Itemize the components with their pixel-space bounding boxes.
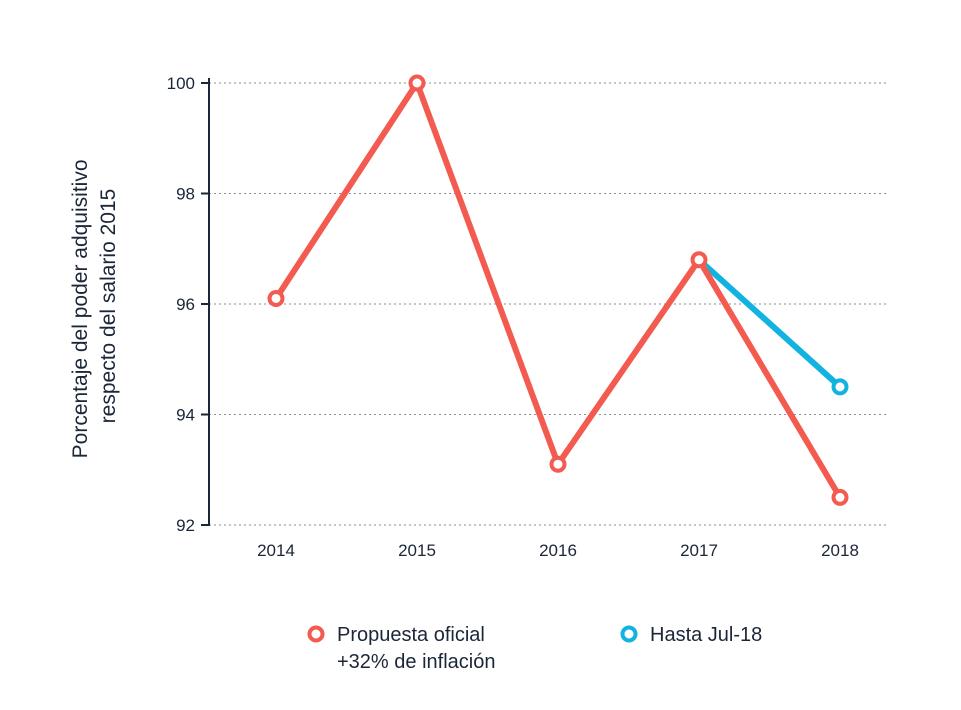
series-0-point-2015 [408, 74, 426, 92]
legend-marker-hasta-jul-18 [620, 625, 638, 643]
series-0-point-2018 [831, 488, 849, 506]
legend-label-hasta-jul-18: Hasta Jul-18 [650, 624, 762, 646]
series-0-point-2016 [549, 455, 567, 473]
series [267, 74, 849, 506]
y-tick-label-94: 94 [176, 406, 195, 425]
series-line-1 [696, 256, 843, 390]
x-tick-label-2017: 2017 [680, 541, 718, 560]
y-tick-labels: 92 94 96 98 100 [167, 74, 195, 535]
legend-item-hasta-jul-18: Hasta Jul-18 [620, 624, 762, 646]
legend-label-propuesta-line-1: Propuesta oficial [337, 624, 485, 646]
legend: Propuesta oficial +32% de inflación Hast… [307, 624, 762, 673]
series-0-point-2017 [690, 251, 708, 269]
axes [201, 78, 210, 526]
x-tick-label-2016: 2016 [539, 541, 577, 560]
y-axis-title-line-2: respecto del salario 2015 [97, 189, 120, 424]
y-tick-label-100: 100 [167, 74, 195, 93]
x-tick-labels: 2014 2015 2016 2017 2018 [257, 541, 859, 560]
x-tick-label-2014: 2014 [257, 541, 295, 560]
y-tick-label-98: 98 [176, 185, 195, 204]
y-axis-title-line-1: Porcentaje del poder adquisitivo [69, 159, 92, 458]
legend-marker-propuesta [307, 625, 325, 643]
y-tick-label-92: 92 [176, 516, 195, 535]
x-tick-label-2015: 2015 [398, 541, 436, 560]
series-0-point-2014 [267, 289, 285, 307]
y-axis-title: Porcentaje del poder adquisitivo respect… [69, 154, 120, 459]
legend-item-propuesta: Propuesta oficial +32% de inflación [307, 624, 495, 673]
series-1-point-2018 [831, 378, 849, 396]
series-line-0 [273, 80, 843, 501]
y-tick-label-96: 96 [176, 295, 195, 314]
legend-label-propuesta-line-2: +32% de inflación [337, 651, 495, 673]
x-tick-label-2018: 2018 [821, 541, 859, 560]
gridlines [209, 82, 888, 526]
